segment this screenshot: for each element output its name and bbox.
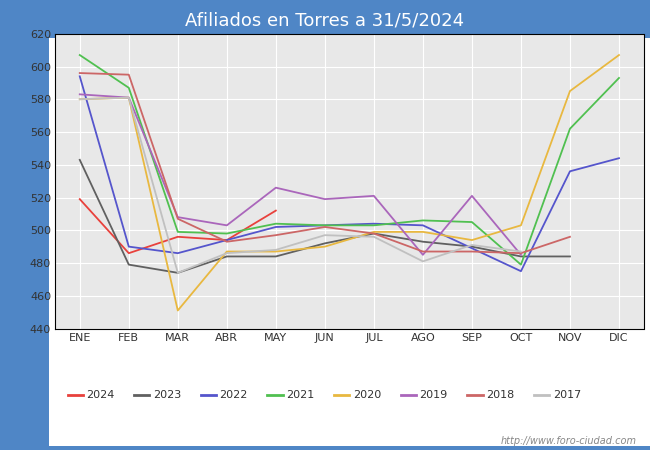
Text: Afiliados en Torres a 31/5/2024: Afiliados en Torres a 31/5/2024 — [185, 11, 465, 29]
Text: 2019: 2019 — [419, 390, 448, 400]
Text: 2023: 2023 — [153, 390, 181, 400]
Text: 2020: 2020 — [353, 390, 381, 400]
Text: 2022: 2022 — [220, 390, 248, 400]
Text: http://www.foro-ciudad.com: http://www.foro-ciudad.com — [501, 436, 637, 446]
Text: 2024: 2024 — [86, 390, 114, 400]
Text: 2018: 2018 — [486, 390, 514, 400]
Text: 2017: 2017 — [552, 390, 581, 400]
Text: 2021: 2021 — [286, 390, 315, 400]
